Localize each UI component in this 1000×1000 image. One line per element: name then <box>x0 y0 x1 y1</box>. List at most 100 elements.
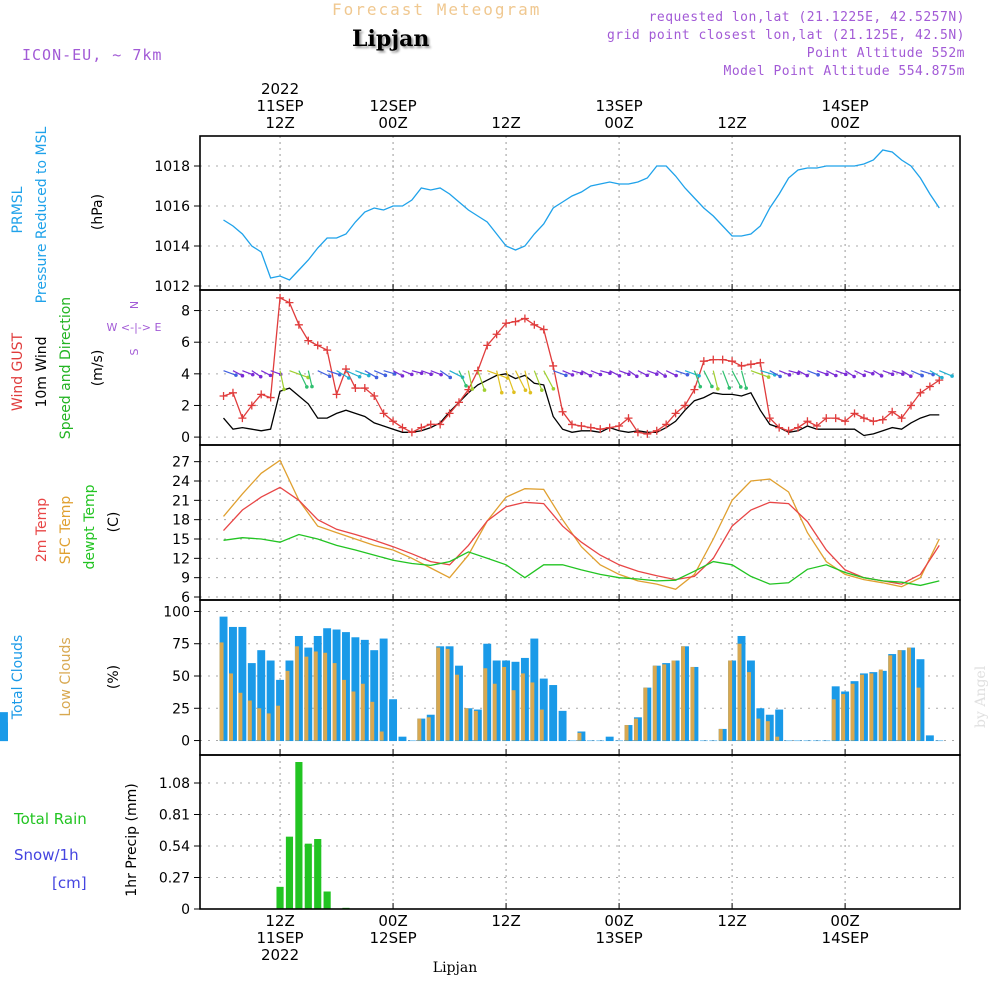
wind-arrow-head <box>654 372 659 376</box>
low-cloud-bar <box>652 665 657 741</box>
low-cloud-bar <box>351 691 356 741</box>
total-cloud-bar <box>379 638 388 742</box>
total-cloud-bar <box>549 685 558 742</box>
pressure-ytick-label: 1016 <box>154 199 190 215</box>
gust-marker <box>652 426 661 435</box>
precip-unit: 1hr Precip (mm) <box>124 783 140 896</box>
wind-arrow-head <box>843 372 848 377</box>
bottom-axis-label: 11SEP <box>256 929 303 947</box>
bottom-axis-label: 14SEP <box>822 929 869 947</box>
wind-arrow-head <box>870 371 875 376</box>
gust-marker <box>737 361 746 370</box>
sfc-temp-label: SFC Temp <box>58 496 74 565</box>
wind-ytick-label: 4 <box>181 367 190 383</box>
wind-arrow <box>740 370 747 389</box>
gust-marker <box>586 423 595 432</box>
wind-arrow <box>712 370 719 390</box>
top-axis-label: 00Z <box>604 114 633 132</box>
point-altitude: Point Altitude 552m <box>806 46 965 61</box>
requested-coords: requested lon,lat (21.1225E, 42.5257N) <box>648 10 965 25</box>
wind-arrow-head <box>240 373 245 378</box>
total-cloud-bar <box>935 740 944 742</box>
low-cloud-bar <box>323 652 328 741</box>
wind-label: 10m Wind <box>34 336 50 407</box>
watermark: by Angel <box>973 665 989 728</box>
wind-arrow <box>552 370 567 376</box>
wind-arrow-head <box>698 384 703 389</box>
wind-arrow-head <box>588 373 593 378</box>
low-cloud-bar <box>841 694 846 741</box>
wind-arrow-head <box>834 373 838 378</box>
gust-marker <box>492 330 501 339</box>
wind-arrow <box>439 370 451 378</box>
model-point-altitude: Model Point Altitude 554.875m <box>723 64 965 79</box>
wind-arrow-head <box>950 374 954 378</box>
gust-marker <box>558 407 567 416</box>
total-cloud-bar <box>558 710 567 742</box>
gust-marker <box>520 314 529 323</box>
low-cloud-bar <box>219 642 224 741</box>
total-rain-label: Total Rain <box>13 810 87 828</box>
snow-label: Snow/1h <box>14 846 79 864</box>
gust-marker <box>304 336 313 345</box>
gust-marker <box>709 355 718 364</box>
gust-marker <box>445 409 454 418</box>
clouds-ytick-label: 0 <box>181 734 190 750</box>
bottom-axis-label: 12Z <box>717 912 746 930</box>
compass-north: N <box>128 301 141 309</box>
wind-arrow-head <box>523 388 528 393</box>
pressure-ytick-label: 1018 <box>154 159 190 175</box>
wind-arrow <box>760 370 775 376</box>
top-axis-label: 13SEP <box>596 97 643 115</box>
gust-marker <box>502 319 511 328</box>
gust-marker <box>285 298 294 307</box>
wind-arrow-head <box>852 374 856 379</box>
wind-arrow-head <box>697 373 701 378</box>
low-cloud-bar <box>313 651 318 741</box>
gust-marker <box>850 409 859 418</box>
wind-arrow-head <box>862 373 866 378</box>
compass-west-east: W <-|-> E <box>107 321 162 334</box>
low-cloud-bar <box>426 717 431 741</box>
wind-arrow <box>317 370 330 377</box>
low-cloud-bar <box>379 731 384 741</box>
gust-marker <box>398 423 407 432</box>
temp-ytick-label: 12 <box>172 551 190 567</box>
low-cloud-bar <box>662 664 667 741</box>
wind-arrow <box>289 370 309 379</box>
gust-marker <box>454 398 463 407</box>
total-cloud-bar <box>596 740 605 742</box>
gust-marker <box>219 391 228 400</box>
model-label: ICON-EU, ~ 7km <box>22 46 163 64</box>
total-cloud-bar <box>370 650 379 742</box>
low-cloud-bar <box>878 669 883 741</box>
low-cloud-bar <box>229 673 233 741</box>
wind-ytick-label: 2 <box>181 398 190 414</box>
bottom-axis-label: 12Z <box>491 912 520 930</box>
gust-marker <box>294 320 303 329</box>
wind-arrow <box>505 370 515 393</box>
location-title: Lipjan <box>352 26 430 52</box>
wind-arrow <box>345 370 360 378</box>
temp-ytick-label: 9 <box>181 571 190 587</box>
pressure-unit: (hPa) <box>90 194 106 230</box>
wind-ytick-label: 8 <box>181 304 190 320</box>
total-cloud-bar <box>784 740 793 742</box>
wind-arrow <box>458 370 467 387</box>
total-cloud-bar <box>775 709 784 742</box>
wind-arrow-head <box>528 390 533 395</box>
wind-arrow-head <box>564 373 568 378</box>
gust-marker <box>238 414 247 423</box>
low-cloud-bar <box>737 643 742 741</box>
wind-arrow-head <box>570 373 575 377</box>
total-cloud-bar <box>699 740 708 742</box>
total-cloud-bar <box>586 740 595 742</box>
low-cloud-bar <box>530 682 535 741</box>
temp-ytick-label: 6 <box>181 590 190 606</box>
gust-marker <box>633 428 642 437</box>
bottom-axis-label: 00Z <box>378 912 407 930</box>
gust-marker <box>370 391 379 400</box>
top-axis-label: 2022 <box>261 80 299 98</box>
gust-marker <box>511 317 520 326</box>
